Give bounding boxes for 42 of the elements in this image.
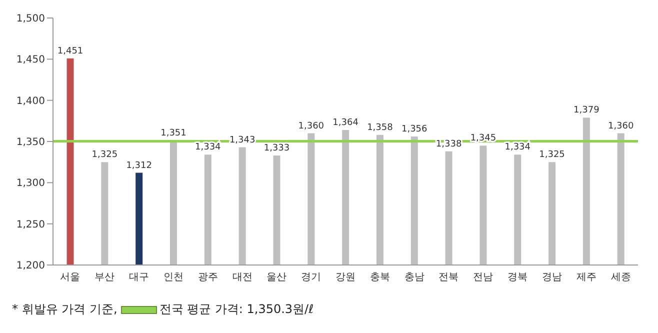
x-tick-label: 대구 bbox=[129, 272, 150, 284]
x-tick-label: 경기 bbox=[301, 272, 322, 284]
data-label: 1,351 bbox=[160, 128, 186, 139]
x-tick-label: 강원 bbox=[336, 272, 356, 284]
data-label: 1,338 bbox=[436, 139, 462, 150]
data-label: 1,360 bbox=[608, 121, 634, 132]
x-tick-label: 제주 bbox=[576, 272, 596, 284]
x-tick-label: 경북 bbox=[508, 272, 528, 284]
data-label: 1,334 bbox=[195, 142, 222, 153]
x-tick-label: 울산 bbox=[266, 272, 287, 284]
data-label: 1,325 bbox=[92, 150, 118, 160]
data-label: 1,356 bbox=[402, 124, 428, 135]
data-label: 1,325 bbox=[539, 150, 565, 160]
x-tick-label: 경남 bbox=[542, 272, 562, 284]
x-tick-label: 충남 bbox=[404, 272, 424, 284]
data-label: 1,312 bbox=[126, 160, 152, 171]
data-label: 1,360 bbox=[298, 121, 324, 132]
x-tick-label: 부산 bbox=[94, 272, 115, 284]
data-label: 1,334 bbox=[504, 142, 531, 153]
y-tick-label: 1,500 bbox=[16, 14, 45, 25]
data-label: 1,451 bbox=[57, 46, 84, 56]
x-tick-label: 광주 bbox=[198, 272, 218, 284]
data-label: 1,333 bbox=[264, 143, 290, 154]
y-tick-label: 1,400 bbox=[16, 96, 45, 107]
y-tick-label: 1,350 bbox=[16, 137, 45, 148]
x-tick-label: 전북 bbox=[438, 272, 459, 284]
data-label: 1,343 bbox=[229, 135, 256, 146]
data-label: 1,364 bbox=[332, 118, 359, 128]
data-label: 1,358 bbox=[367, 122, 394, 133]
text: * 휘발유 가격 기준, bbox=[12, 301, 118, 318]
legend-label: 전국 평균 가격: 1,350.3원/ℓ bbox=[159, 301, 314, 318]
x-tick-label: 세종 bbox=[610, 272, 631, 284]
y-tick-label: 1,450 bbox=[16, 54, 45, 66]
x-tick-label: 서울 bbox=[60, 272, 80, 284]
x-tick-label: 전남 bbox=[473, 272, 494, 284]
x-tick-label: 충북 bbox=[370, 272, 390, 284]
y-tick-label: 1,300 bbox=[16, 178, 45, 190]
y-tick-label: 1,250 bbox=[16, 219, 45, 230]
x-tick-label: 인천 bbox=[163, 272, 184, 284]
y-tick-label: 1,200 bbox=[16, 260, 45, 272]
x-tick-label: 대전 bbox=[232, 272, 252, 284]
data-label: 1,379 bbox=[574, 106, 600, 116]
